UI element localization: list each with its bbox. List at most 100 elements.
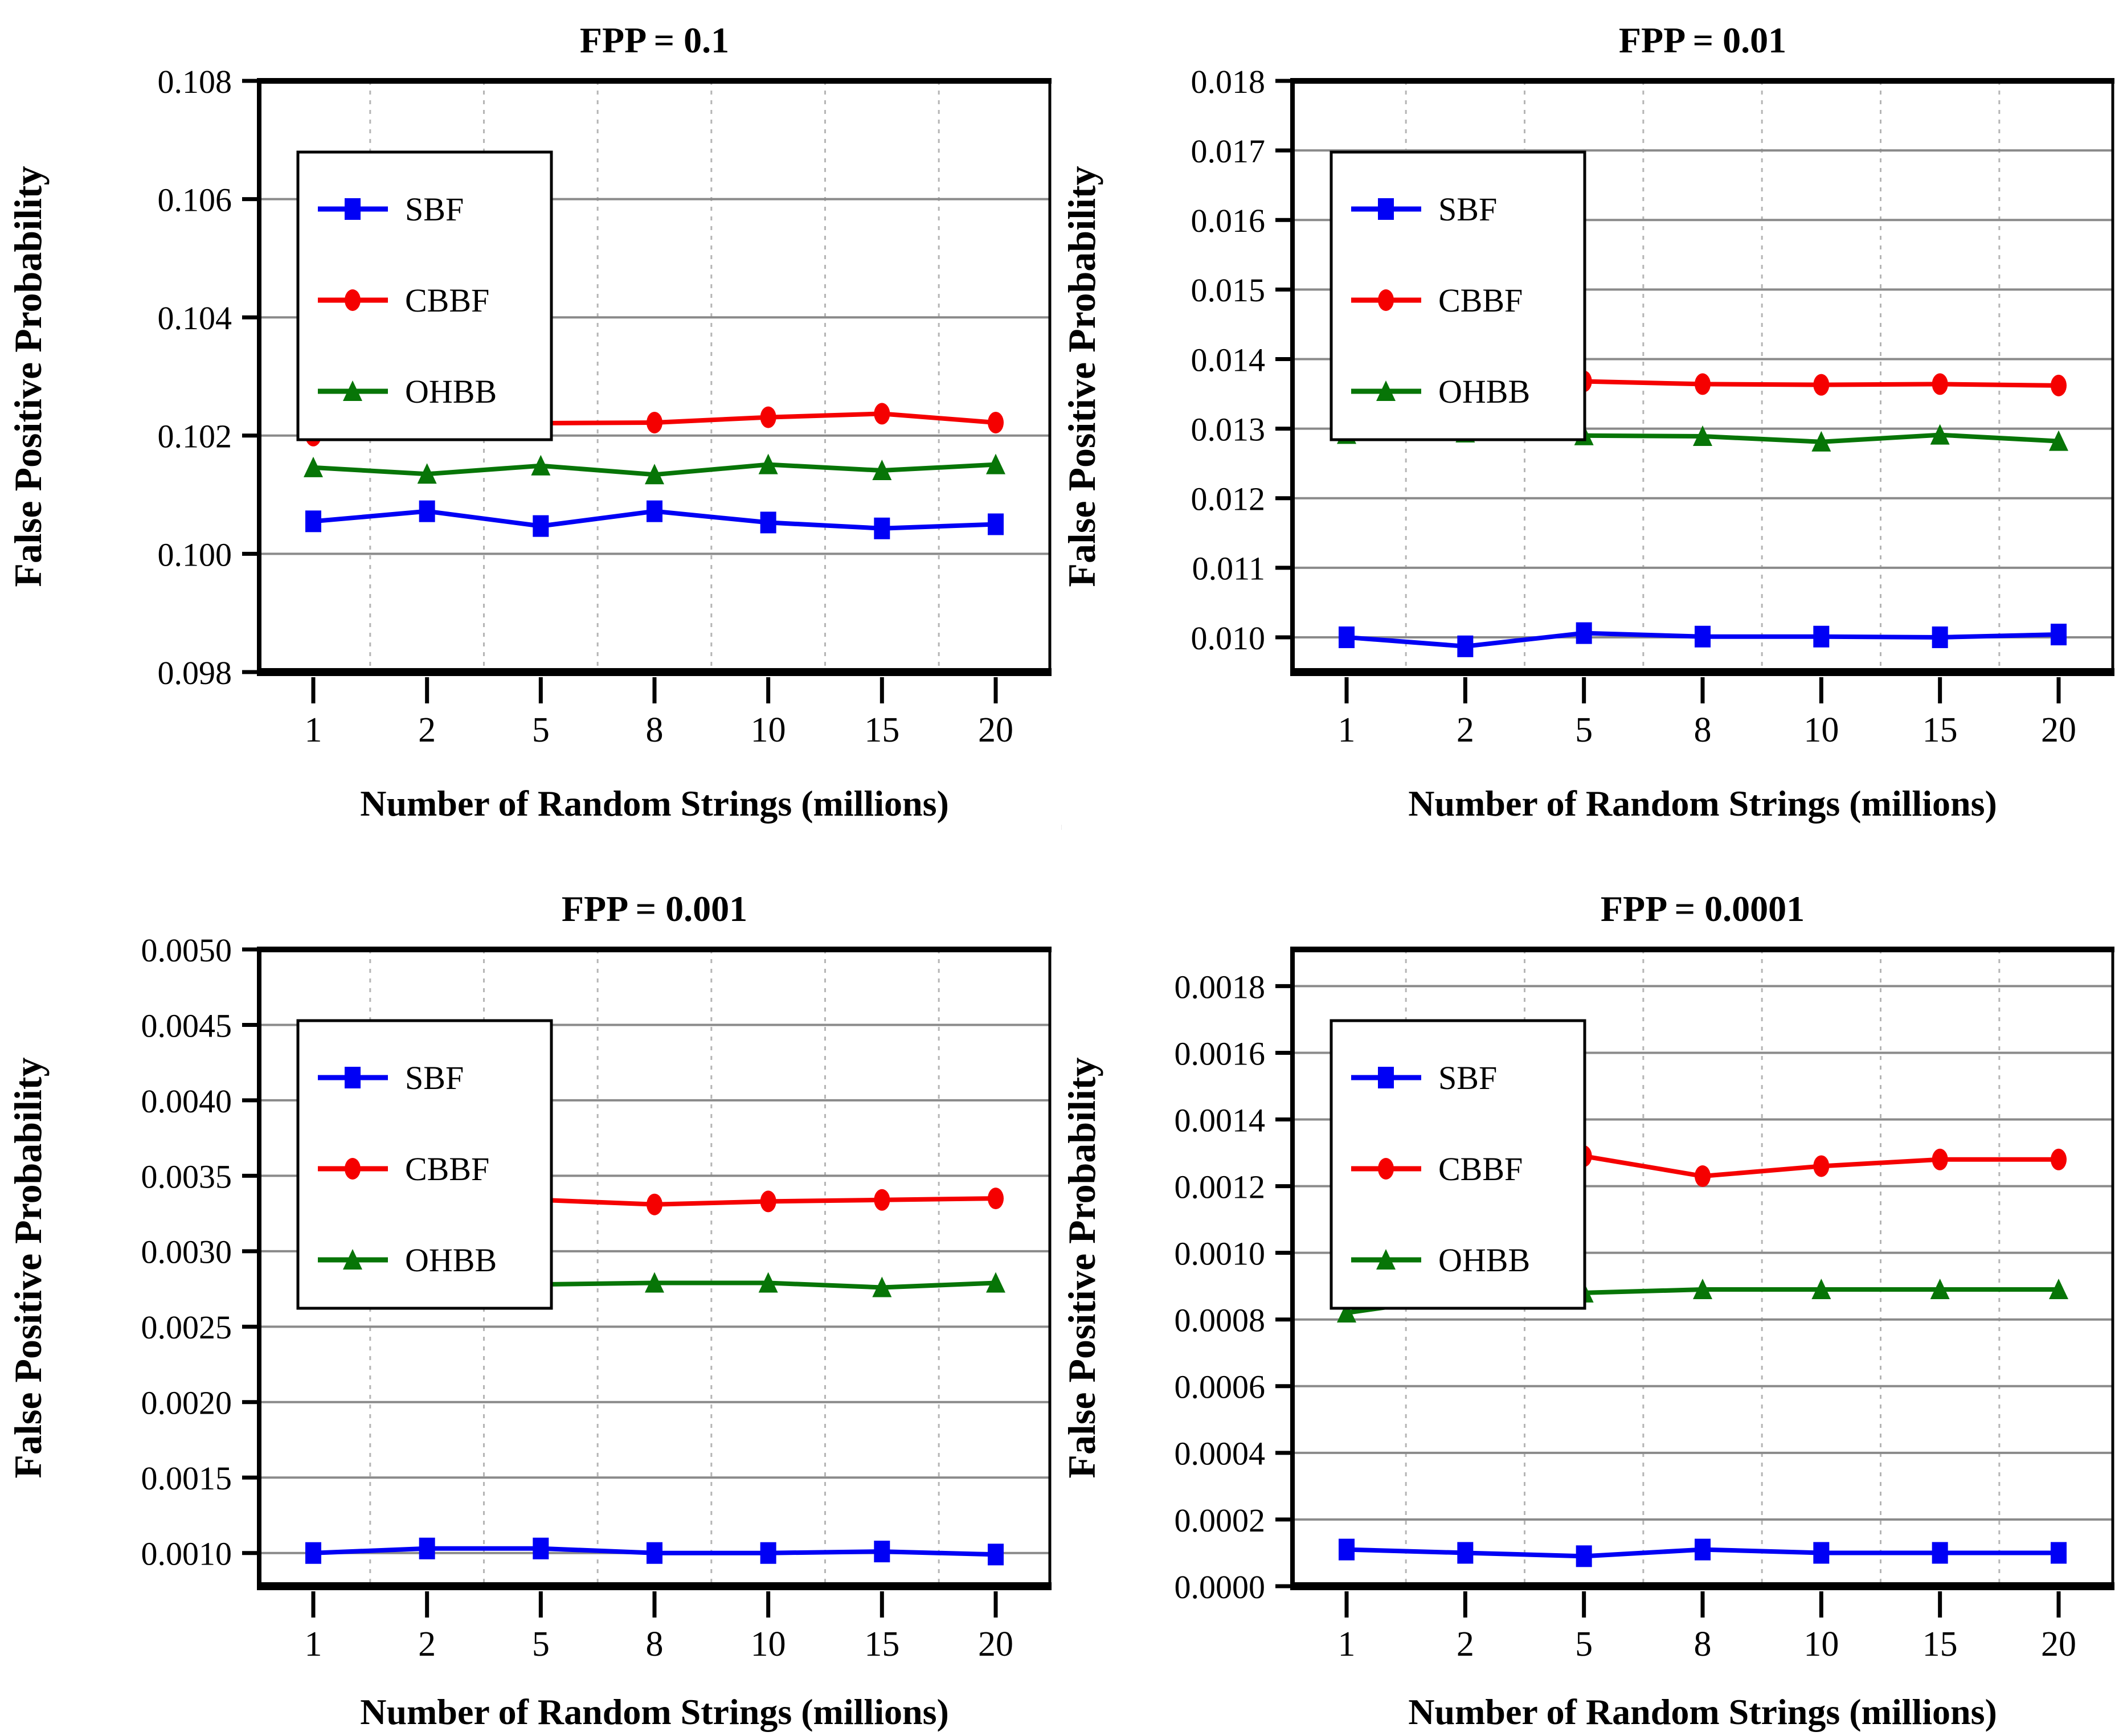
axis-frame (1290, 78, 2114, 676)
x-axis-ticks-and-labels: 1 2 5 8 10 15 20 (1338, 677, 2076, 750)
legend: SBF CBBF OHBB (296, 150, 553, 441)
square-marker-legend-sbf (345, 1067, 361, 1088)
x-tick-label: 5 (1575, 711, 1593, 750)
x-tick-label: 8 (1694, 711, 1712, 750)
square-marker-sbf-x2 (419, 1537, 435, 1559)
legend-label: OHBB (1438, 1242, 1530, 1279)
circle-marker-cbbf-x20 (988, 1188, 1004, 1210)
series-ohbb (304, 453, 1005, 485)
chart-panel-fpp-0.0001: 0.0000 0.0002 0.0004 0.0006 0.0008 0.0010 0.00… (1062, 829, 2123, 1736)
y-tick-label: 0.106 (158, 181, 232, 218)
square-marker-sbf-x8 (647, 500, 662, 522)
y-tick-label: 0.013 (1191, 411, 1266, 448)
square-marker-sbf-x20 (2051, 624, 2067, 646)
circle-marker-cbbf-x20 (988, 411, 1004, 433)
y-axis-ticks-and-labels: 0.0010 0.0015 0.0020 0.0025 0.0030 0.0035 0.00… (141, 932, 258, 1573)
x-tick-label: 8 (646, 1625, 664, 1664)
legend-label: OHBB (405, 1242, 497, 1279)
x-axis-ticks-and-labels: 1 2 5 8 10 15 20 (305, 1591, 1013, 1664)
legend-label: SBF (405, 1059, 464, 1096)
x-tick-label: 2 (418, 711, 436, 750)
legend-entry-sbf: SBF (1351, 191, 1497, 228)
triangle-marker-ohbb-x15 (872, 460, 892, 481)
circle-marker-cbbf-x15 (874, 1189, 890, 1211)
y-axis-label: False Positive Probability (6, 166, 50, 587)
chart-svg-1: 0.010 0.011 0.012 0.013 0.014 0.015 0.016 0.017… (1062, 0, 2123, 829)
chart-panel-fpp-0.001: 0.0010 0.0015 0.0020 0.0025 0.0030 0.0035 0.00… (0, 829, 1061, 1736)
square-marker-sbf-x5 (1576, 622, 1592, 644)
y-tick-label: 0.010 (1191, 620, 1266, 657)
square-marker-sbf-x15 (1932, 1542, 1948, 1564)
square-marker-sbf-x2 (419, 500, 435, 522)
chart-svg-2: 0.0010 0.0015 0.0020 0.0025 0.0030 0.0035 0.00… (0, 829, 1061, 1736)
circle-marker-cbbf-x10 (1813, 374, 1830, 396)
triangle-marker-ohbb-x8 (1693, 425, 1712, 447)
square-marker-sbf-x1 (305, 1542, 321, 1564)
legend-label: SBF (1438, 1059, 1497, 1096)
y-tick-label: 0.0010 (1175, 1235, 1266, 1272)
y-axis-ticks-and-labels: 0.098 0.100 0.102 0.104 0.106 0.108 (158, 63, 258, 691)
y-tick-label: 0.0004 (1175, 1435, 1266, 1472)
circle-marker-cbbf-x8 (647, 411, 662, 433)
y-tick-label: 0.012 (1191, 481, 1266, 518)
y-tick-label: 0.0040 (141, 1083, 232, 1120)
square-marker-sbf-x20 (988, 513, 1004, 535)
legend-entry-cbbf: CBBF (318, 282, 489, 319)
y-tick-label: 0.0014 (1175, 1102, 1266, 1139)
x-tick-label: 8 (646, 711, 664, 750)
x-axis-label: Number of Random Strings (millions) (1408, 783, 1997, 824)
x-tick-label: 15 (1922, 1625, 1958, 1664)
legend-entry-ohbb: OHBB (318, 1242, 497, 1279)
triangle-marker-ohbb-x8 (645, 464, 664, 485)
x-tick-label: 2 (1457, 711, 1474, 750)
triangle-marker-ohbb-x1 (1337, 1302, 1356, 1323)
triangle-marker-ohbb-x1 (304, 456, 323, 477)
square-marker-sbf-x20 (2051, 1542, 2067, 1564)
y-tick-label: 0.0008 (1175, 1302, 1266, 1339)
x-axis-label: Number of Random Strings (millions) (360, 1692, 949, 1732)
y-tick-label: 0.0020 (141, 1385, 232, 1422)
square-marker-sbf-x15 (1932, 626, 1948, 648)
triangle-marker-ohbb-x2 (417, 463, 437, 484)
chart-panel-fpp-0.01: 0.010 0.011 0.012 0.013 0.014 0.015 0.016 0.017… (1062, 0, 2123, 829)
x-tick-label: 10 (1803, 711, 1839, 750)
circle-marker-cbbf-x10 (1813, 1155, 1830, 1177)
triangle-marker-ohbb-x15 (1930, 424, 1950, 445)
chart-panel-fpp-0.1: 0.098 0.100 0.102 0.104 0.106 0.108 1 2 5 8 10 15 20… (0, 0, 1061, 829)
square-marker-legend-sbf (1378, 1067, 1394, 1088)
circle-marker-cbbf-x20 (2051, 1148, 2067, 1170)
square-marker-sbf-x5 (1576, 1545, 1592, 1567)
y-tick-label: 0.102 (158, 418, 232, 455)
square-marker-sbf-x15 (874, 1541, 890, 1563)
y-tick-label: 0.0010 (141, 1536, 232, 1573)
y-tick-label: 0.0012 (1175, 1168, 1266, 1205)
triangle-marker-ohbb-x20 (2049, 430, 2068, 451)
legend-entry-cbbf: CBBF (1351, 1150, 1523, 1188)
triangle-marker-ohbb-x20 (986, 1272, 1005, 1293)
legend-label: CBBF (405, 282, 489, 319)
axis-frame (1290, 947, 2114, 1590)
square-marker-sbf-x8 (1695, 625, 1711, 648)
axis-frame (257, 78, 1052, 676)
x-tick-label: 15 (1922, 711, 1958, 750)
legend: SBF CBBF OHBB (1330, 1019, 1586, 1310)
legend-entry-sbf: SBF (1351, 1059, 1497, 1096)
circle-marker-legend-cbbf (1378, 1158, 1394, 1180)
circle-marker-legend-cbbf (345, 1158, 361, 1180)
y-axis-ticks-and-labels: 0.0000 0.0002 0.0004 0.0006 0.0008 0.0010 0.00… (1175, 968, 1291, 1606)
y-tick-label: 0.0002 (1175, 1502, 1266, 1539)
square-marker-sbf-x10 (1813, 625, 1830, 648)
triangle-marker-ohbb-x8 (1693, 1279, 1712, 1300)
y-tick-label: 0.0000 (1175, 1569, 1266, 1606)
axis-frame (257, 947, 1052, 1590)
y-axis-label: False Positive Probability (1062, 1057, 1103, 1478)
circle-marker-cbbf-x15 (1932, 373, 1948, 395)
y-tick-label: 0.017 (1191, 133, 1266, 170)
y-tick-label: 0.016 (1191, 202, 1266, 239)
square-marker-sbf-x1 (1339, 626, 1355, 648)
square-marker-sbf-x5 (533, 515, 549, 537)
x-axis-label: Number of Random Strings (millions) (1408, 1692, 1997, 1732)
x-tick-label: 1 (305, 1625, 322, 1664)
y-tick-label: 0.0006 (1175, 1369, 1266, 1406)
